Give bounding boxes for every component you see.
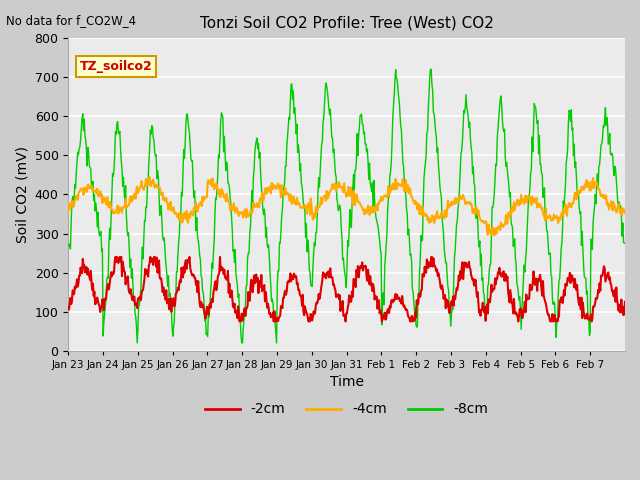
Text: TZ_soilco2: TZ_soilco2 xyxy=(79,60,152,73)
Y-axis label: Soil CO2 (mV): Soil CO2 (mV) xyxy=(15,146,29,243)
Title: Tonzi Soil CO2 Profile: Tree (West) CO2: Tonzi Soil CO2 Profile: Tree (West) CO2 xyxy=(200,15,493,30)
Legend: -2cm, -4cm, -8cm: -2cm, -4cm, -8cm xyxy=(199,397,494,422)
Text: No data for f_CO2W_4: No data for f_CO2W_4 xyxy=(6,14,136,27)
X-axis label: Time: Time xyxy=(330,375,364,389)
